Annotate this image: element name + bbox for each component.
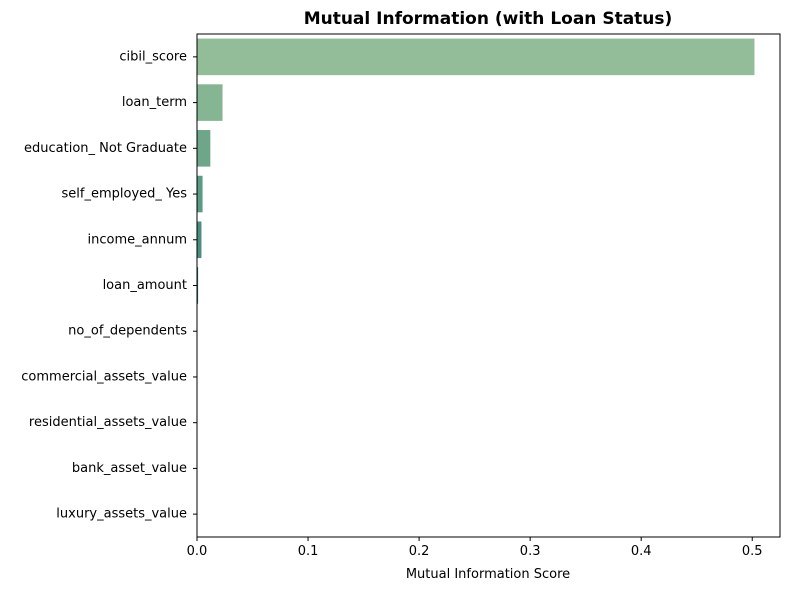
y-tick-label: cibil_score <box>119 49 187 64</box>
bar-loan-term <box>197 84 223 121</box>
y-tick-label: bank_asset_value <box>72 461 187 476</box>
y-axis-ticks: cibil_score loan_term education_ Not Gradu… <box>21 49 197 522</box>
y-tick-label: income_annum <box>88 232 187 247</box>
y-tick-label: education_ Not Graduate <box>24 141 187 156</box>
x-tick-label: 0.5 <box>742 544 763 559</box>
bar-loan-amount <box>197 267 199 304</box>
y-tick-label: loan_term <box>122 95 187 110</box>
y-tick-label: commercial_assets_value <box>21 369 187 384</box>
x-tick-label: 0.3 <box>520 544 541 559</box>
y-tick-label: self_employed_ Yes <box>62 187 188 202</box>
bar-education-not-graduate <box>197 130 211 167</box>
bar-income-annum <box>197 221 202 259</box>
plot-frame <box>196 33 781 538</box>
y-tick-label: loan_amount <box>103 278 187 293</box>
x-axis-label: Mutual Information Score <box>406 567 570 582</box>
x-axis-ticks: 0.0 0.1 0.2 0.3 0.4 0.5 <box>187 537 763 559</box>
y-tick-label: residential_assets_value <box>29 415 187 430</box>
x-tick-label: 0.2 <box>409 544 430 559</box>
x-tick-label: 0.1 <box>298 544 319 559</box>
bars-group <box>197 38 755 304</box>
bar-self-employed-yes <box>197 175 203 213</box>
x-tick-label: 0.4 <box>631 544 652 559</box>
x-tick-label: 0.0 <box>187 544 208 559</box>
bar-cibil-score <box>197 38 755 76</box>
y-tick-label: luxury_assets_value <box>56 507 187 522</box>
chart-title: Mutual Information (with Loan Status) <box>304 9 673 29</box>
y-tick-label: no_of_dependents <box>68 324 187 339</box>
